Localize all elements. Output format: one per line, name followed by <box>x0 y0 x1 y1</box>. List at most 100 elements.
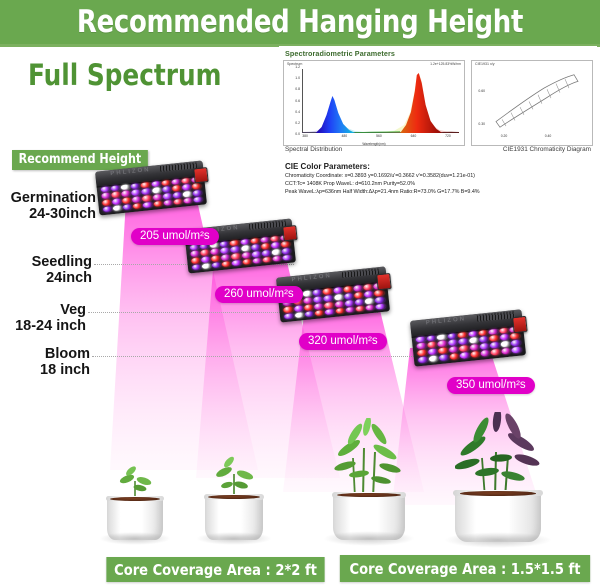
led-diode <box>458 338 469 346</box>
led-diode <box>132 202 143 210</box>
led-power-switch[interactable] <box>282 225 299 242</box>
full-spectrum-title: Full Spectrum <box>28 58 222 92</box>
plant-foliage-3 <box>334 418 401 498</box>
led-diode <box>364 297 375 305</box>
led-diode <box>334 300 345 308</box>
led-diode <box>447 332 458 340</box>
chromaticity-y-axis-ticks: 0.60 0.30 <box>473 68 486 135</box>
chromaticity-chart-caption: CIE1931 Chromaticity Diagram <box>502 146 591 153</box>
leader-line-bloom <box>92 356 492 357</box>
led-diode <box>180 177 191 185</box>
led-diode <box>427 341 438 349</box>
x-tick: 560 <box>376 134 382 138</box>
y-tick: 0.2 <box>295 120 300 125</box>
led-diode <box>172 191 182 199</box>
led-diode <box>468 337 479 345</box>
led-diode <box>314 309 325 317</box>
led-diode <box>140 181 151 189</box>
led-power-switch[interactable] <box>193 167 210 184</box>
plant-foliage-2 <box>216 456 254 500</box>
stage-label-veg: Veg 18-24 inch <box>0 302 86 335</box>
led-diode <box>261 256 272 264</box>
plant-bloom <box>444 412 552 548</box>
pot-shadow-2 <box>196 532 272 545</box>
led-diode <box>501 347 512 355</box>
led-diode <box>102 199 112 206</box>
pot-soil <box>337 492 401 498</box>
led-diode <box>192 189 202 197</box>
ppfd-badge-germination: 205 umol/m²s <box>131 228 219 245</box>
led-diode <box>364 290 374 298</box>
led-power-switch[interactable] <box>376 273 393 290</box>
led-diode <box>241 258 252 266</box>
led-diode <box>303 303 314 311</box>
led-diode <box>426 334 437 342</box>
light-cone-bloom <box>392 344 540 505</box>
led-diode <box>467 330 478 338</box>
led-diode <box>110 185 121 192</box>
led-diode <box>230 246 241 254</box>
led-diode <box>269 235 280 243</box>
led-diode <box>190 250 201 258</box>
x-tick: 720 <box>445 134 451 138</box>
cie-parameters-heading: CIE Color Parameters: <box>285 162 370 171</box>
led-diode <box>260 243 271 250</box>
led-diode <box>313 302 324 310</box>
cie-chromaticity-coordinate-line: Chromaticity Coordinate: x=0.3893 y=0.16… <box>285 173 475 179</box>
led-diode <box>281 247 291 255</box>
led-diode <box>162 193 172 200</box>
led-diode <box>322 288 333 295</box>
led-diode <box>160 179 171 187</box>
led-power-switch[interactable] <box>512 316 529 334</box>
led-vents <box>159 162 197 173</box>
stage-name: Bloom <box>44 346 90 362</box>
led-diode <box>323 295 334 302</box>
y-tick: 0.6 <box>295 98 300 103</box>
led-diode <box>353 285 363 292</box>
stage-distance: 24-30inch <box>29 206 96 222</box>
led-diode <box>152 200 163 208</box>
led-diode <box>220 247 231 255</box>
led-diode <box>324 301 334 309</box>
led-diode <box>449 353 460 361</box>
led-diode <box>427 348 438 356</box>
led-diode <box>416 335 427 343</box>
y-tick: 0.8 <box>295 87 300 92</box>
stage-distance: 24inch <box>46 270 92 286</box>
led-diode <box>201 262 212 270</box>
led-diode <box>210 248 221 256</box>
led-diode <box>259 236 270 244</box>
led-diode <box>219 240 230 248</box>
pot-soil <box>110 496 160 501</box>
led-diode <box>478 329 489 337</box>
led-diode <box>354 298 365 306</box>
led-diode <box>374 296 385 304</box>
led-diode <box>111 191 122 199</box>
led-diode <box>293 304 304 312</box>
spectro-panel-title: Spectroradiometric Parameters <box>285 49 395 58</box>
chromaticity-chart-corner-label: CIE1931 x/y <box>475 62 495 66</box>
led-diode <box>112 204 123 212</box>
led-diode <box>171 185 182 192</box>
led-diode <box>132 196 142 203</box>
led-vents <box>341 267 380 279</box>
pot-3 <box>331 492 407 540</box>
spectral-y-axis-ticks: 1.2 1.0 0.8 0.6 0.4 0.2 0.0 <box>286 65 301 136</box>
led-diode <box>221 260 232 268</box>
led-diode <box>488 328 499 336</box>
led-diode <box>162 199 173 207</box>
led-diode <box>150 180 161 188</box>
led-diode <box>375 303 386 310</box>
led-diode <box>333 293 344 301</box>
led-diode <box>313 296 323 303</box>
led-diode <box>363 284 374 291</box>
plant-seedling <box>196 452 272 545</box>
cie-peak-wavelength-line: Peak WaveL:λp=636nm Half Width:Δλp=21.4n… <box>285 189 480 195</box>
led-diode <box>469 351 480 359</box>
plant-foliage-1 <box>119 466 152 501</box>
led-diode <box>302 290 313 298</box>
led-diode <box>448 346 459 354</box>
led-diode <box>489 342 500 350</box>
led-diode <box>500 341 511 348</box>
